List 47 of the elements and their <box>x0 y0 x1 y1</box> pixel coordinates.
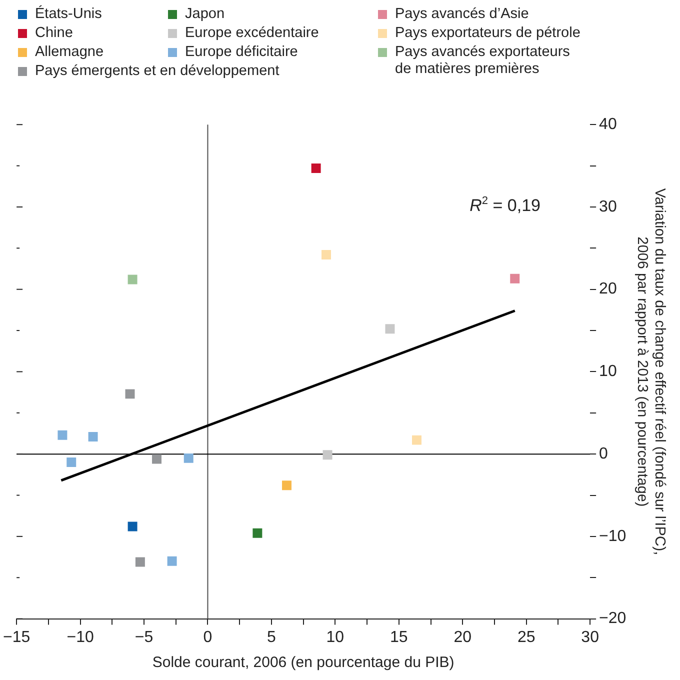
legend-label: Pays avancés exportateurs de matières premières <box>395 44 571 78</box>
x-tick-label: 0 <box>203 628 212 646</box>
y-tick-label: −20 <box>599 610 626 628</box>
point <box>88 432 98 442</box>
point <box>152 454 162 464</box>
point <box>128 522 138 532</box>
point <box>322 450 332 460</box>
y-tick-label: 10 <box>599 363 617 380</box>
y-tick-label: 30 <box>599 198 617 216</box>
point <box>385 324 395 334</box>
x-tick-label: 5 <box>267 628 276 646</box>
x-axis-title: Solde courant, 2006 (en pourcentage du PIB) <box>152 654 454 672</box>
legend-label: Pays exportateurs de pétrole <box>395 25 580 42</box>
point <box>184 453 194 463</box>
point <box>128 274 138 284</box>
point <box>311 164 321 173</box>
x-tick-label: −15 <box>3 628 30 646</box>
point <box>135 557 145 567</box>
legend-label: Europe déficitaire <box>185 44 298 61</box>
point <box>510 274 520 284</box>
point <box>282 480 292 490</box>
y-tick-label: 20 <box>599 280 617 298</box>
point <box>252 528 262 538</box>
y-tick-label: −10 <box>599 528 626 545</box>
legend-label: Allemagne <box>35 44 104 61</box>
y-axis-title: Variation du taux de change effectif réel (fondé sur l’IPC), 2006 par rapport à 2013 (en pourcentage) <box>634 188 668 556</box>
point <box>167 556 177 566</box>
x-tick-label: −10 <box>66 628 94 646</box>
point <box>125 389 135 399</box>
x-tick-label: −5 <box>134 628 154 646</box>
x-tick-label: 10 <box>326 628 344 646</box>
legend-label: Pays avancés d’Asie <box>395 6 529 23</box>
legend-label: Japon <box>185 6 225 23</box>
x-tick-label: 30 <box>581 628 600 646</box>
y-tick-label: 40 <box>599 116 617 134</box>
legend-label: Chine <box>35 25 73 42</box>
legend-label: Pays émergents et en développement <box>35 63 280 80</box>
point <box>58 430 68 440</box>
legend-label: États-Unis <box>35 6 102 23</box>
point <box>322 250 331 260</box>
x-tick-label: 25 <box>517 628 536 646</box>
y-tick-label: 0 <box>599 445 608 462</box>
x-tick-label: 20 <box>454 628 472 646</box>
point <box>66 458 76 468</box>
legend-label: Europe excédentaire <box>185 25 319 42</box>
x-tick-label: 15 <box>390 628 408 646</box>
point <box>412 435 422 445</box>
